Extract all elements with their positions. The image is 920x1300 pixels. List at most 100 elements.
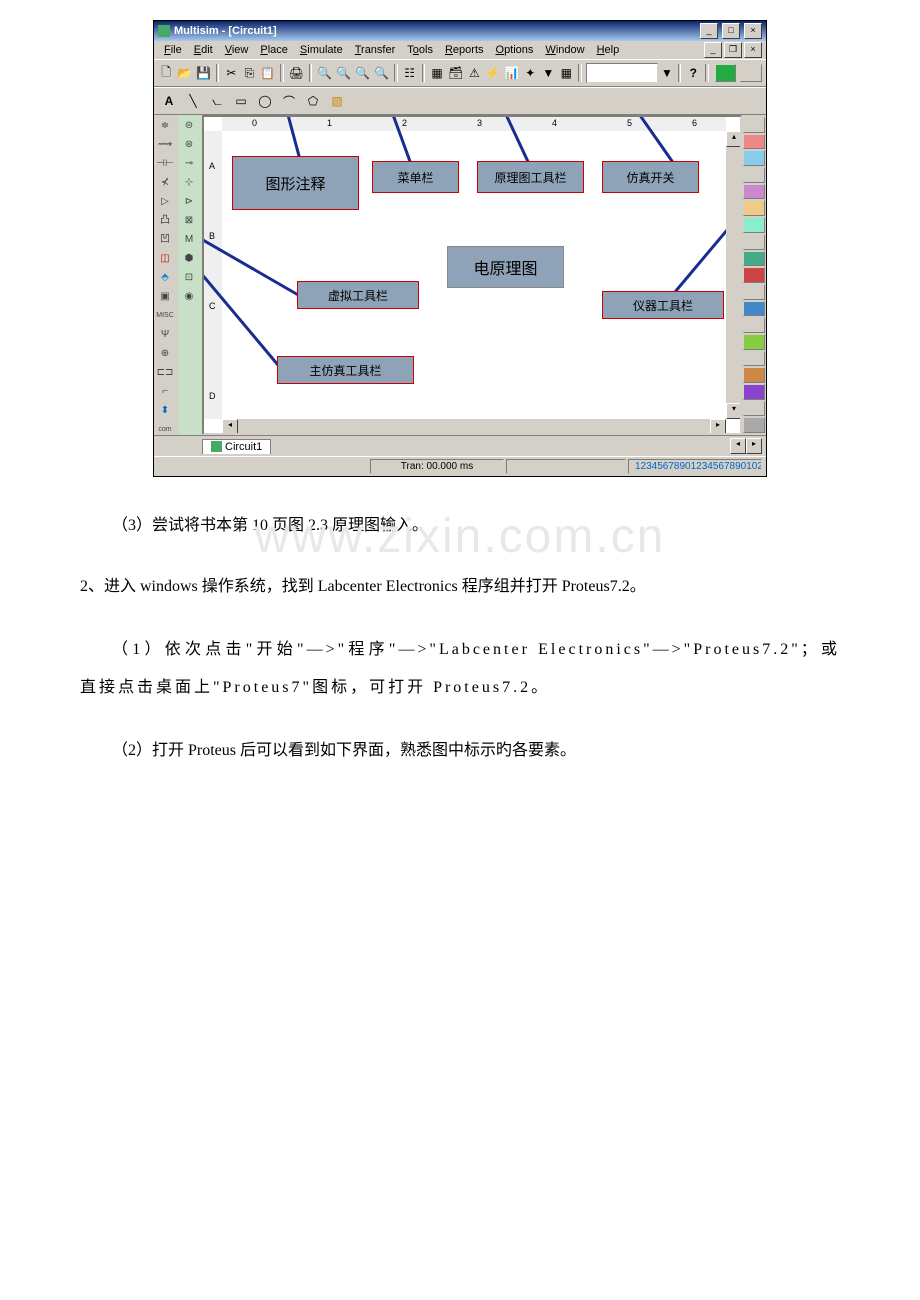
arc-tool[interactable]: ⌒ [278,90,300,112]
inuse-combo[interactable] [586,63,658,83]
copy-button[interactable]: ⎘ [241,62,257,84]
drawing-area[interactable]: 图形注释 菜单栏 原理图工具栏 仿真开关 电原理图 虚拟工具栏 仪器工具栏 主仿… [222,131,726,419]
circuit-tab[interactable]: Circuit1 [202,439,271,454]
4ch-scope-button[interactable] [743,184,765,200]
menu-tools[interactable]: Tools [407,44,433,56]
indicator-button[interactable]: ▣ [155,288,175,306]
open-button[interactable]: 📂 [176,62,193,84]
funcgen-button[interactable] [743,134,765,150]
agilent-scope-button[interactable] [743,384,765,400]
menu-simulate[interactable]: Simulate [300,44,343,56]
paste-button[interactable]: 📋 [259,62,276,84]
menu-view[interactable]: View [225,44,249,56]
postprocessor-button[interactable]: ✦ [522,62,538,84]
menu-edit[interactable]: Edit [194,44,213,56]
probe-button[interactable] [743,417,765,433]
ladder-button[interactable]: ⊏⊐ [155,364,175,382]
wattmeter-button[interactable] [743,150,765,166]
multiline-tool[interactable]: ⦦ [206,90,228,112]
multimeter-button[interactable] [743,117,765,133]
transistor-button[interactable]: ⊀ [155,174,175,192]
menu-place[interactable]: Place [260,44,288,56]
menu-transfer[interactable]: Transfer [355,44,396,56]
ttl-button[interactable]: 凸 [155,212,175,230]
source-button[interactable]: ≑ [155,117,175,135]
menu-window[interactable]: Window [545,44,584,56]
tab-scroll-right[interactable]: ▸ [746,438,762,454]
v-source-button[interactable]: ⊜ [179,117,199,135]
zoom-out-button[interactable]: 🔍 [354,62,371,84]
text-tool[interactable]: A [158,90,180,112]
component-button[interactable]: ▦ [558,62,574,84]
minimize-button[interactable]: _ [700,23,718,39]
logic-analyzer-button[interactable] [743,251,765,267]
place-button[interactable]: com [155,421,175,439]
picture-tool[interactable]: ▧ [326,90,348,112]
print-button[interactable]: 🖨 [288,62,305,84]
power-button[interactable]: MISC [155,307,175,325]
agilent-fg-button[interactable] [743,351,765,367]
mixed-button[interactable]: ⬘ [155,269,175,287]
run-button[interactable]: ⚡ [484,62,501,84]
menu-reports[interactable]: Reports [445,44,484,56]
freq-counter-button[interactable] [743,217,765,233]
v-misc-button[interactable]: ⊠ [179,212,199,230]
v-trans-button[interactable]: ⊹ [179,174,199,192]
word-gen-button[interactable] [743,234,765,250]
help-button[interactable]: ? [685,62,701,84]
scroll-left-button[interactable]: ◂ [222,419,238,435]
distortion-button[interactable] [743,301,765,317]
basic-button[interactable]: ⟿ [155,136,175,154]
horizontal-scrollbar[interactable]: ◂ ▸ [222,419,726,433]
erc-button[interactable]: ⚠ [466,62,482,84]
rect-tool[interactable]: ▭ [230,90,252,112]
menu-help[interactable]: Help [597,44,620,56]
iv-analyzer-button[interactable] [743,284,765,300]
menu-options[interactable]: Options [496,44,534,56]
tek-scope-button[interactable] [743,401,765,417]
ellipse-tool[interactable]: ◯ [254,90,276,112]
mdi-close-button[interactable]: × [744,42,762,58]
agilent-mm-button[interactable] [743,367,765,383]
vertical-scrollbar[interactable]: ▴ ▾ [726,131,740,419]
menu-bar[interactable]: File Edit View Place Simulate Transfer T… [160,42,702,58]
maximize-button[interactable]: □ [722,23,740,39]
hier-button[interactable]: ⬍ [155,402,175,420]
v-analog-button[interactable]: ⊳ [179,193,199,211]
mdi-min-button[interactable]: _ [704,42,722,58]
misc-digital-button[interactable]: ◫ [155,250,175,268]
sim-run-switch[interactable] [715,64,737,82]
cmos-button[interactable]: 凹 [155,231,175,249]
schematic-canvas[interactable]: 0 1 2 3 4 5 6 A B C D [202,115,742,435]
scope-button[interactable] [743,167,765,183]
zoom-full-button[interactable]: 🔍 [316,62,333,84]
zoom-area-button[interactable]: 🔍 [373,62,390,84]
rf-button[interactable]: Ψ [155,326,175,344]
hierarchy-button[interactable]: ☷ [402,62,418,84]
spectrum-button[interactable] [743,317,765,333]
bode-button[interactable] [743,200,765,216]
network-button[interactable] [743,334,765,350]
save-button[interactable]: 💾 [195,62,212,84]
v-rated-button[interactable]: M [179,231,199,249]
mdi-restore-button[interactable]: ❐ [724,42,742,58]
scroll-up-button[interactable]: ▴ [726,131,742,147]
v-basic-button[interactable]: ⊛ [179,136,199,154]
close-button[interactable]: × [744,23,762,39]
scroll-right-button[interactable]: ▸ [710,419,726,435]
tab-scroll-left[interactable]: ◂ [730,438,746,454]
bus-button[interactable]: ⌐ [155,383,175,401]
scroll-down-button[interactable]: ▾ [726,403,742,419]
diode-button[interactable]: ⊣⊢ [155,155,175,173]
grapher-button[interactable]: ▼ [540,62,556,84]
menu-file[interactable]: File [164,44,182,56]
analysis-button[interactable]: 📊 [503,62,520,84]
v-diode-button[interactable]: ⊸ [179,155,199,173]
v-meas-button[interactable]: ⊡ [179,269,199,287]
sim-pause-switch[interactable] [740,64,762,82]
logic-conv-button[interactable] [743,267,765,283]
combo-drop-button[interactable]: ▼ [660,62,674,84]
spreadsheet-button[interactable]: ▦ [429,62,445,84]
new-button[interactable]: 🗋 [158,62,174,84]
analog-button[interactable]: ▷ [155,193,175,211]
